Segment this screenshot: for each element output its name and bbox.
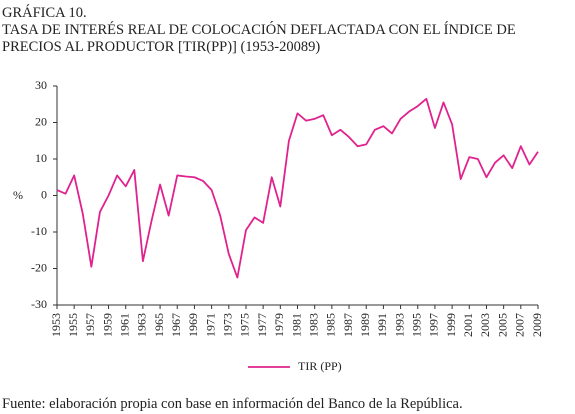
x-tick-label: 2005 [495,313,509,337]
y-tick-label: 10 [35,151,47,165]
x-tick-label: 1957 [83,313,97,337]
x-tick-label: 1959 [100,313,114,337]
x-tick-label: 1987 [341,313,355,337]
x-tick-label: 1971 [203,313,217,337]
x-tick-label: 1977 [255,313,269,337]
x-tick-label: 1961 [117,313,131,337]
x-tick-label: 1955 [66,313,80,337]
chart-title: PRECIOS AL PRODUCTOR [TIR(PP)] (1953-200… [2,39,320,55]
chart-title: GRÁFICA 10. [2,4,87,21]
x-tick-label: 1999 [444,313,458,337]
chart-title: TASA DE INTERÉS REAL DE COLOCACIÓN DEFLA… [2,21,516,38]
legend-label: TIR (PP) [298,359,342,373]
y-tick-label: -10 [31,224,47,238]
x-tick-label: 1963 [135,313,149,337]
x-tick-label: 1995 [410,313,424,337]
x-tick-label: 1983 [306,313,320,337]
x-tick-label: 1953 [49,313,63,337]
x-tick-label: 1969 [186,313,200,337]
y-tick-label: 20 [35,114,47,128]
data-line [56,97,539,279]
x-tick-label: 1997 [427,313,441,337]
y-tick-label: 30 [35,78,47,92]
x-tick-label: 2003 [478,313,492,337]
x-tick-label: 1993 [392,313,406,337]
source-note: Fuente: elaboración propia con base en i… [2,396,463,412]
x-tick-label: 1979 [272,313,286,337]
x-tick-label: 2007 [513,313,527,337]
x-tick-label: 1973 [221,313,235,337]
x-tick-label: 2001 [461,313,475,337]
x-tick-label: 1989 [358,313,372,337]
x-tick-label: 1991 [375,313,389,337]
x-tick-label: 2009 [530,313,544,337]
y-tick-label: -30 [31,297,47,311]
y-tick-label: -20 [31,260,47,274]
x-tick-label: 1981 [289,313,303,337]
y-tick-label: 0 [41,187,47,201]
x-tick-label: 1965 [152,313,166,337]
y-axis-label: % [13,188,23,202]
x-tick-label: 1967 [169,313,183,337]
x-tick-label: 1985 [324,313,338,337]
x-tick-label: 1975 [238,313,252,337]
